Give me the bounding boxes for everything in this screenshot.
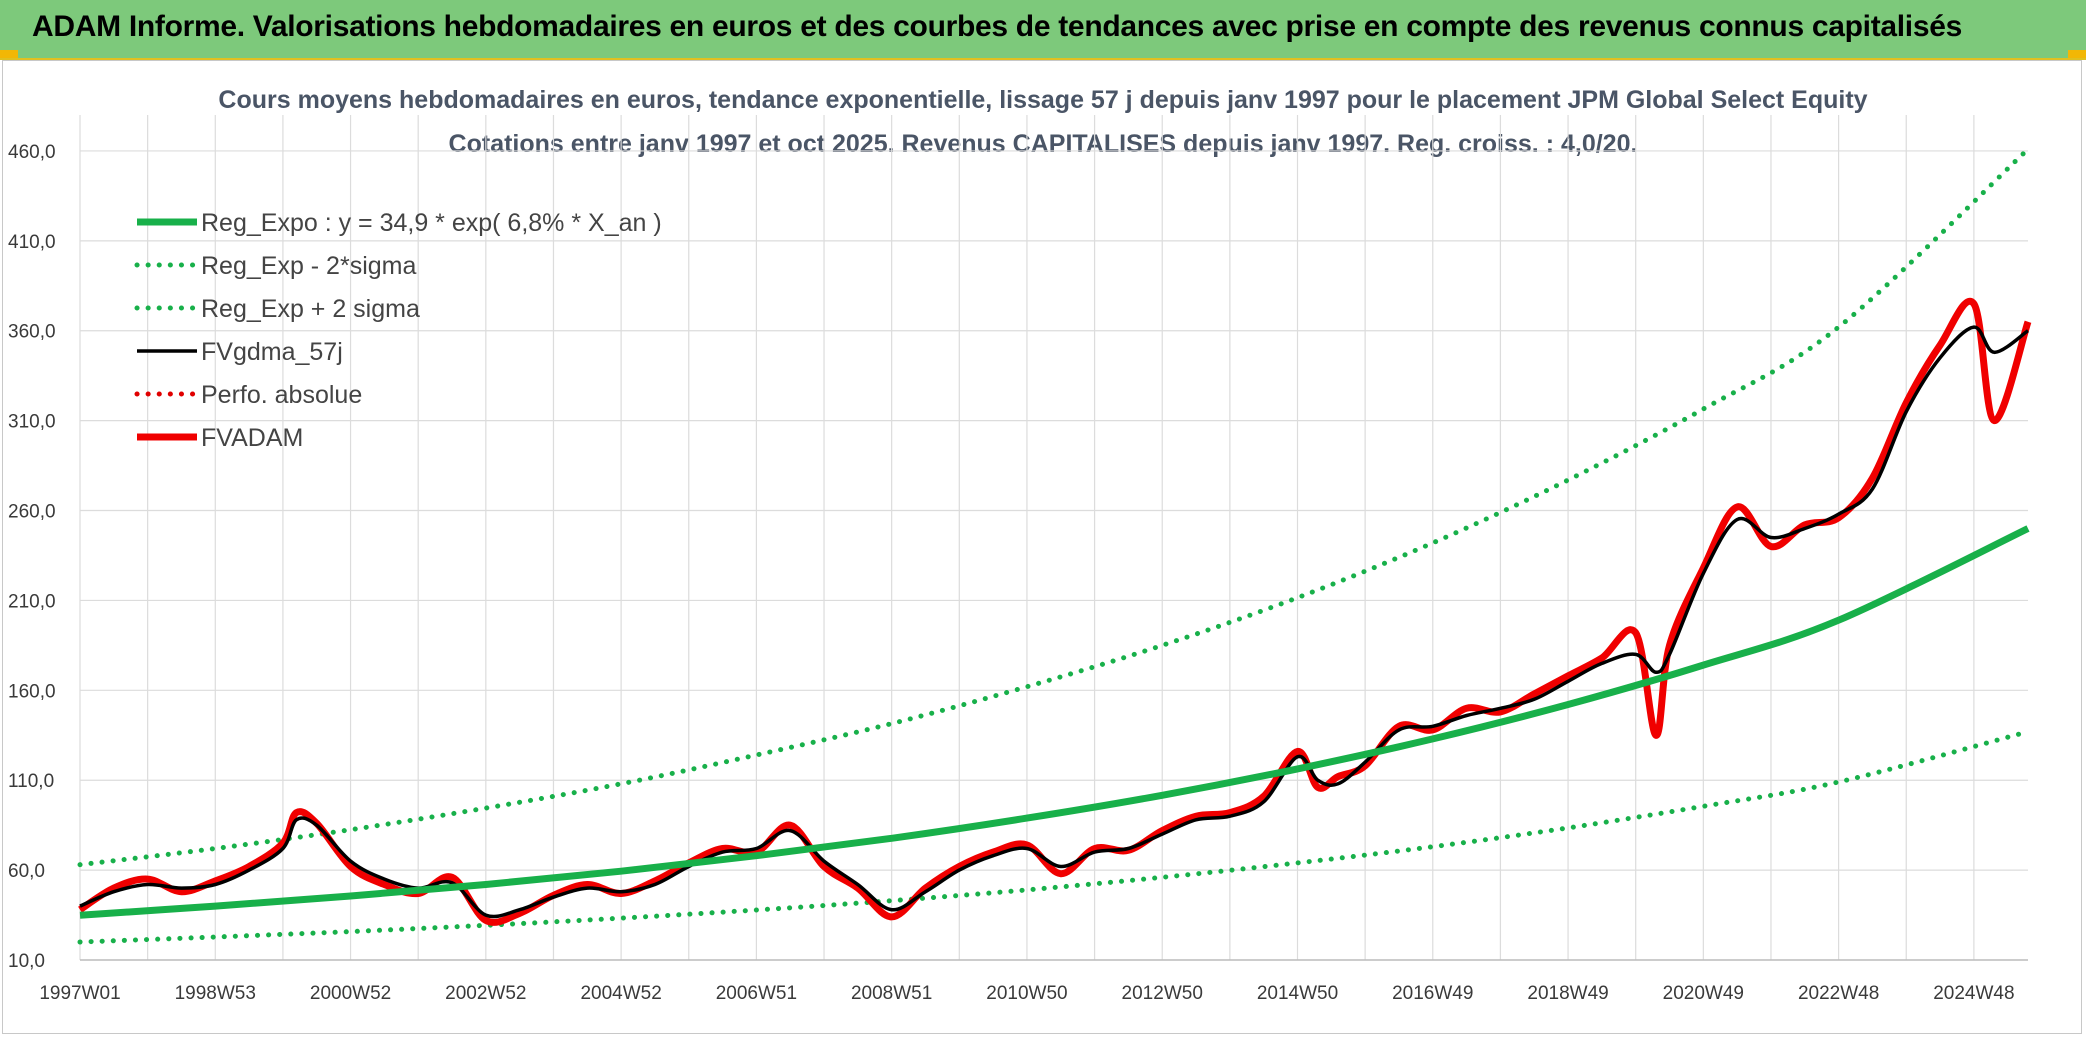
legend-label: Reg_Exp + 2 sigma (201, 295, 420, 323)
x-tick-label: 2000W52 (310, 983, 391, 1004)
corner-mark-right (2068, 50, 2086, 58)
y-tick-label: 310,0 (8, 412, 56, 433)
y-tick-label: 60,0 (8, 861, 45, 882)
chart-subtitle: Cotations entre janv 1997 et oct 2025. R… (448, 130, 1638, 158)
legend: Reg_Expo : y = 34,9 * exp( 6,8% * X_an )… (134, 209, 662, 452)
x-tick-label: 2022W48 (1798, 983, 1879, 1004)
y-tick-label: 10,0 (8, 951, 45, 972)
x-tick-label: 2010W50 (986, 983, 1067, 1004)
x-tick-label: 2016W49 (1392, 983, 1473, 1004)
axis-layer: 10,0 60,0 110,0 160,0 210,0 260,0 310,0 360,0 41… (8, 142, 2028, 1004)
legend-label: FVADAM (201, 424, 303, 452)
series-layer (77, 146, 2032, 945)
y-tick-label: 210,0 (8, 591, 56, 612)
x-tick-label: 2012W50 (1122, 983, 1203, 1004)
report-banner: ADAM Informe. Valorisations hebdomadaire… (0, 0, 2086, 60)
grid-layer (79, 115, 2028, 961)
y-tick-label: 410,0 (8, 232, 56, 253)
x-tick-label: 2018W49 (1527, 983, 1608, 1004)
legend-label: Reg_Exp - 2*sigma (201, 252, 416, 280)
series-line-0 (79, 525, 2030, 919)
x-tick-label: 2024W48 (1933, 983, 2014, 1004)
x-tick-label: 2006W51 (716, 983, 797, 1004)
banner-title: ADAM Informe. Valorisations hebdomadaire… (32, 10, 1963, 43)
y-tick-label: 460,0 (8, 142, 56, 163)
chart-title: Cours moyens hebdomadaires en euros, ten… (218, 86, 1868, 114)
legend-label: FVgdma_57j (201, 338, 343, 366)
x-tick-label: 2002W52 (445, 983, 526, 1004)
y-tick-label: 160,0 (8, 681, 56, 702)
legend-label: Perfo. absolue (201, 381, 362, 409)
y-tick-label: 260,0 (8, 502, 56, 523)
x-tick-label: 1998W53 (175, 983, 256, 1004)
y-tick-label: 110,0 (8, 771, 54, 792)
x-tick-label: 1997W01 (39, 983, 120, 1004)
y-tick-label: 360,0 (8, 322, 56, 343)
series-line-3 (79, 325, 2030, 919)
x-tick-label: 2008W51 (851, 983, 932, 1004)
chart-frame (2, 60, 2082, 1034)
series-line-2 (77, 146, 2031, 868)
x-tick-label: 2004W52 (580, 983, 661, 1004)
legend-label: Reg_Expo : y = 34,9 * exp( 6,8% * X_an ) (201, 209, 662, 237)
x-tick-label: 2020W49 (1663, 983, 1744, 1004)
series-line-5 (78, 297, 2032, 926)
x-tick-label: 2014W50 (1257, 983, 1338, 1004)
series-line-1 (77, 729, 2031, 945)
corner-mark-left (0, 50, 18, 58)
